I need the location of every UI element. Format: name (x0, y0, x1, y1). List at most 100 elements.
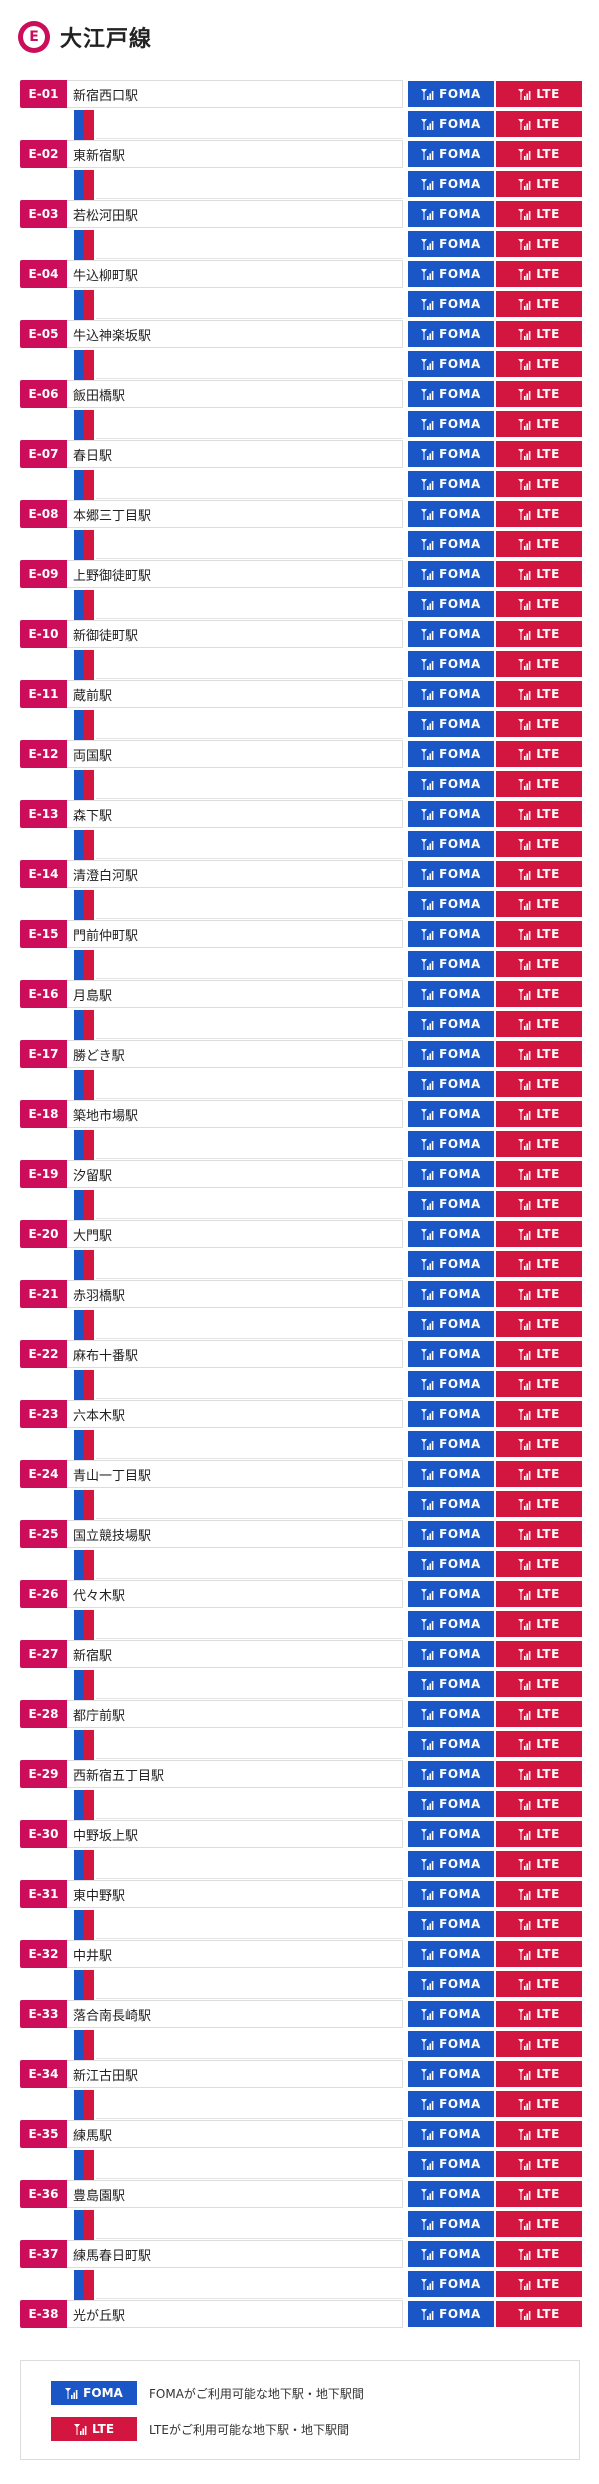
row-divider (96, 978, 403, 979)
signal-antenna-icon (421, 1858, 434, 1870)
station-name: 六本木駅 (67, 1400, 403, 1428)
marker-red (84, 2150, 94, 2180)
signal-antenna-icon (421, 88, 434, 100)
lte-tag-label: LTE (536, 597, 560, 611)
station-name: 東新宿駅 (67, 140, 403, 168)
foma-tag: FOMA (408, 1821, 494, 1847)
foma-tag-label: FOMA (439, 1827, 481, 1841)
lte-tag-label: LTE (536, 2097, 560, 2111)
legend-foma-tag: FOMA (51, 2381, 137, 2405)
marker-blue (74, 2030, 84, 2060)
station-code: E-30 (20, 1820, 67, 1848)
station-gap-row: FOMA LTE (20, 350, 582, 380)
foma-tag-label: FOMA (439, 417, 481, 431)
marker-blue (74, 410, 84, 440)
marker-red (84, 1010, 94, 1040)
signal-antenna-icon (518, 2068, 531, 2080)
row-divider (96, 258, 403, 259)
signal-antenna-icon (518, 1618, 531, 1630)
signal-antenna-icon (421, 538, 434, 550)
station-row: E-32 中井駅 FOMA LTE (20, 1940, 582, 1970)
signal-antenna-icon (421, 2158, 434, 2170)
signal-antenna-icon (518, 1858, 531, 1870)
station-code: E-23 (20, 1400, 67, 1428)
marker-red (84, 1730, 94, 1760)
signal-antenna-icon (421, 2278, 434, 2290)
signal-antenna-icon (421, 1138, 434, 1150)
lte-tag-label: LTE (536, 807, 560, 821)
station-code: E-27 (20, 1640, 67, 1668)
marker-blue (74, 1910, 84, 1940)
signal-antenna-icon (421, 1408, 434, 1420)
row-divider (96, 318, 403, 319)
station-name: 牛込柳町駅 (67, 260, 403, 288)
foma-tag-label: FOMA (439, 1257, 481, 1271)
station-gap-row: FOMA LTE (20, 1910, 582, 1940)
signal-antenna-icon (421, 1378, 434, 1390)
row-divider (96, 678, 403, 679)
marker-blue (74, 470, 84, 500)
lte-tag: LTE (496, 1431, 582, 1457)
lte-tag-label: LTE (536, 237, 560, 251)
lte-tag: LTE (496, 1101, 582, 1127)
lte-tag: LTE (496, 1971, 582, 1997)
lte-tag-label: LTE (536, 957, 560, 971)
station-gap-row: FOMA LTE (20, 1550, 582, 1580)
foma-tag: FOMA (408, 1701, 494, 1727)
foma-tag: FOMA (408, 1911, 494, 1937)
marker-blue (74, 530, 84, 560)
foma-tag: FOMA (408, 1461, 494, 1487)
foma-tag: FOMA (408, 1221, 494, 1247)
marker-red (84, 1610, 94, 1640)
foma-tag-label: FOMA (439, 2277, 481, 2291)
tricolor-marker (74, 1790, 94, 1820)
row-divider (96, 1698, 403, 1699)
station-code: E-09 (20, 560, 67, 588)
station-name: 落合南長崎駅 (67, 2000, 403, 2028)
foma-tag-label: FOMA (439, 1287, 481, 1301)
marker-blue (74, 290, 84, 320)
signal-antenna-icon (421, 658, 434, 670)
tricolor-marker (74, 1910, 94, 1940)
foma-tag: FOMA (408, 1731, 494, 1757)
foma-tag-label: FOMA (439, 2007, 481, 2021)
foma-tag: FOMA (408, 141, 494, 167)
marker-blue (74, 2270, 84, 2300)
line-e-badge-icon: E (18, 21, 50, 53)
station-row: E-17 勝どき駅 FOMA LTE (20, 1040, 582, 1070)
signal-antenna-icon (518, 778, 531, 790)
station-name: 蔵前駅 (67, 680, 403, 708)
foma-tag: FOMA (408, 1941, 494, 1967)
marker-red (84, 1130, 94, 1160)
signal-antenna-icon (518, 838, 531, 850)
station-code: E-18 (20, 1100, 67, 1128)
lte-tag-label: LTE (536, 477, 560, 491)
signal-antenna-icon (518, 1978, 531, 1990)
foma-tag: FOMA (408, 1581, 494, 1607)
station-name: 東中野駅 (67, 1880, 403, 1908)
foma-tag: FOMA (408, 1671, 494, 1697)
lte-tag-label: LTE (536, 1287, 560, 1301)
marker-red (84, 1190, 94, 1220)
signal-antenna-icon (421, 928, 434, 940)
lte-tag: LTE (496, 441, 582, 467)
foma-tag: FOMA (408, 81, 494, 107)
signal-antenna-icon (421, 1978, 434, 1990)
lte-tag: LTE (496, 1491, 582, 1517)
lte-tag-label: LTE (536, 1437, 560, 1451)
signal-antenna-icon (421, 2008, 434, 2020)
station-name: 牛込神楽坂駅 (67, 320, 403, 348)
foma-tag-label: FOMA (439, 297, 481, 311)
foma-tag-label: FOMA (439, 1557, 481, 1571)
foma-tag-label: FOMA (439, 807, 481, 821)
station-row: E-35 練馬駅 FOMA LTE (20, 2120, 582, 2150)
foma-tag-label: FOMA (439, 1077, 481, 1091)
station-gap-row: FOMA LTE (20, 230, 582, 260)
row-divider (96, 1278, 403, 1279)
foma-tag-label: FOMA (439, 747, 481, 761)
tricolor-marker (74, 1190, 94, 1220)
lte-tag: LTE (496, 591, 582, 617)
station-gap-row: FOMA LTE (20, 1730, 582, 1760)
signal-antenna-icon (421, 2068, 434, 2080)
signal-antenna-icon (518, 958, 531, 970)
